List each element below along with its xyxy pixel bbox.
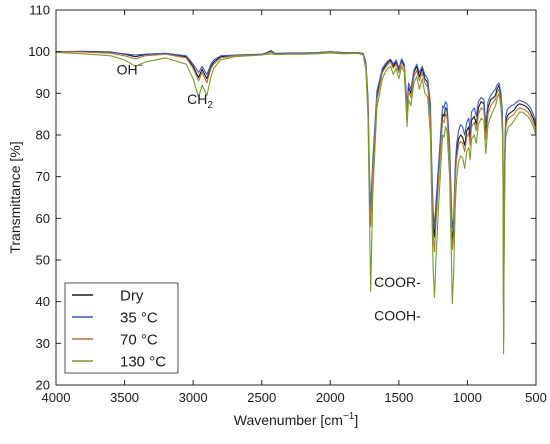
series-line-3 [56,51,536,355]
annotation-oh: OH− [117,61,144,78]
legend-label-2: 70 °C [120,332,158,349]
y-tick-label-2: 40 [36,294,50,309]
plot-frame [55,9,537,386]
x-tick-label-0: 4000 [42,390,71,405]
x-tick-label-6: 1000 [453,390,482,405]
y-tick-label-3: 50 [36,253,50,268]
x-tick-label-1: 3500 [110,390,139,405]
legend: Dry 35 °C 70 °C 130 °C [64,282,179,374]
y-axis-label: Transmittance [%] [7,141,23,253]
y-tick-label-4: 60 [36,211,50,226]
x-tick-label-2: 3000 [179,390,208,405]
x-tick-label-5: 1500 [384,390,413,405]
annotation-layer: OH− CH2 COOR- COOH- [117,61,422,324]
legend-label-3: 130 °C [120,354,166,371]
y-tick-label-9: 110 [29,3,50,18]
legend-box [64,282,179,374]
x-tick-label-3: 2500 [247,390,276,405]
y-tick-label-0: 20 [36,378,50,393]
x-tick-label-7: 500 [525,390,547,405]
series-layer [56,50,536,355]
legend-label-1: 35 °C [120,310,158,327]
series-line-2 [56,51,536,342]
y-tick-label-6: 80 [36,128,50,143]
y-tick-label-8: 100 [28,44,50,59]
annotation-coor: COOR- [374,274,421,290]
tick-layer: 4000 3500 3000 2500 2000 1500 1000 500 20 30 40 50 6… [28,3,547,406]
x-axis-label: Wavenumber [cm−1] [234,411,358,428]
x-tick-label-4: 2000 [316,390,345,405]
y-tick-label-5: 70 [36,169,50,184]
annotation-cooh: COOH- [374,307,421,323]
y-tick-label-7: 90 [36,86,50,101]
legend-label-0: Dry [120,288,144,305]
y-tick-label-1: 30 [36,336,50,351]
annotation-ch2: CH2 [187,91,213,111]
